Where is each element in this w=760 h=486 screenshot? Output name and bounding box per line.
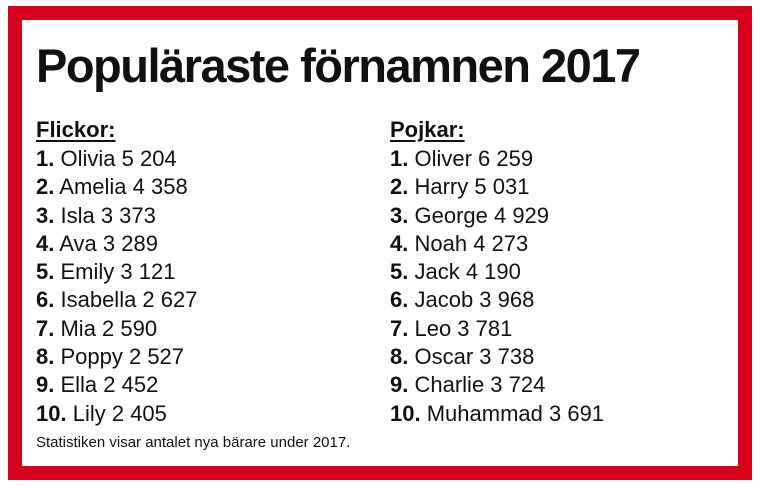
list-item: 7. Mia 2 590 [36, 315, 197, 343]
rank: 7. [390, 315, 409, 341]
rank: 9. [36, 372, 55, 398]
name-count: Olivia 5 204 [60, 146, 177, 171]
list-item: 10. Lily 2 405 [36, 400, 197, 428]
list-item: 4. Noah 4 273 [390, 230, 604, 258]
list-item: 4. Ava 3 289 [36, 230, 197, 258]
rank: 10. [36, 400, 67, 426]
name-count: Oliver 6 259 [414, 146, 534, 171]
name-count: Isabella 2 627 [60, 287, 198, 313]
list-item: 6. Jacob 3 968 [390, 286, 604, 314]
rank: 5. [390, 259, 409, 285]
name-count: Lily 2 405 [72, 400, 167, 426]
rank: 2. [36, 174, 55, 200]
page-title: Populäraste förnamnen 2017 [36, 39, 641, 92]
name-count: Noah 4 273 [414, 230, 529, 256]
list-item: 2. Harry 5 031 [390, 173, 604, 201]
boys-list: Pojkar: 1. Oliver 6 259 2. Harry 5 031 3. … [390, 116, 604, 428]
name-count: Ava 3 289 [59, 230, 158, 256]
rank: 3. [390, 202, 409, 228]
rank: 1. [390, 146, 409, 171]
name-count: Leo 3 781 [414, 315, 513, 341]
list-item: 3. Isla 3 373 [36, 202, 197, 230]
list-item: 10. Muhammad 3 691 [390, 400, 604, 428]
list-item: 1. Olivia 5 204 [36, 145, 197, 173]
list-item: 5. Jack 4 190 [390, 258, 604, 286]
list-item: 9. Charlie 3 724 [390, 371, 604, 399]
list-item: 1. Oliver 6 259 [390, 145, 604, 173]
list-item: 9. Ella 2 452 [36, 371, 197, 399]
name-count: Oscar 3 738 [414, 344, 535, 370]
name-count: Isla 3 373 [60, 202, 156, 228]
rank: 4. [36, 230, 55, 256]
list-item: 8. Poppy 2 527 [36, 343, 197, 371]
list-item: 3. George 4 929 [390, 202, 604, 230]
rank: 3. [36, 202, 55, 228]
rank: 4. [390, 230, 409, 256]
name-count: Mia 2 590 [60, 315, 158, 341]
girls-list: Flickor: 1. Olivia 5 204 2. Amelia 4 358 3… [36, 116, 197, 428]
name-count: George 4 929 [414, 202, 550, 228]
footnote: Statistiken visar antalet nya bärare und… [36, 434, 351, 451]
list-item: 2. Amelia 4 358 [36, 173, 197, 201]
girls-heading: Flickor: [36, 117, 116, 142]
rank: 10. [390, 400, 421, 426]
name-count: Amelia 4 358 [59, 174, 188, 200]
rank: 2. [390, 174, 409, 200]
boys-heading: Pojkar: [390, 117, 465, 142]
name-count: Poppy 2 527 [60, 344, 185, 370]
name-count: Ella 2 452 [60, 372, 159, 398]
rank: 6. [390, 287, 409, 313]
rank: 8. [36, 344, 55, 370]
name-count: Emily 3 121 [60, 259, 176, 285]
infographic-frame: Populäraste förnamnen 2017 Flickor: 1. O… [8, 6, 752, 480]
list-item: 6. Isabella 2 627 [36, 286, 197, 314]
rank: 9. [390, 372, 409, 398]
list-item: 7. Leo 3 781 [390, 315, 604, 343]
name-count: Charlie 3 724 [414, 372, 546, 398]
rank: 8. [390, 344, 409, 370]
name-count: Harry 5 031 [414, 174, 530, 200]
name-count: Jack 4 190 [414, 259, 521, 285]
name-count: Jacob 3 968 [414, 287, 535, 313]
list-item: 8. Oscar 3 738 [390, 343, 604, 371]
rank: 5. [36, 259, 55, 285]
name-count: Muhammad 3 691 [426, 400, 605, 426]
list-item: 5. Emily 3 121 [36, 258, 197, 286]
rank: 6. [36, 287, 55, 313]
rank: 1. [36, 146, 55, 171]
rank: 7. [36, 315, 55, 341]
